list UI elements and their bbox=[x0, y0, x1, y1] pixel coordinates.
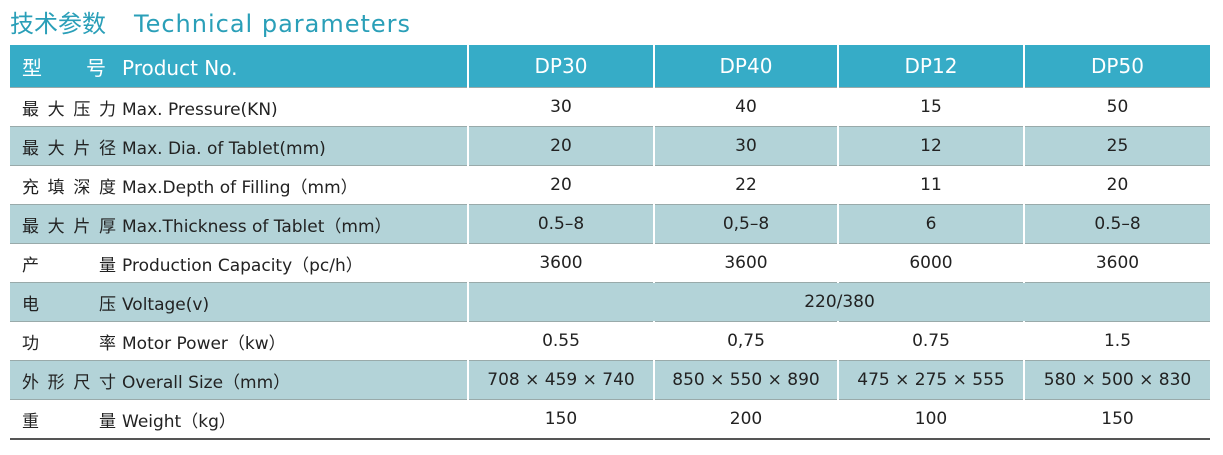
label-en: Production Capacity（pc/h） bbox=[122, 255, 363, 276]
label-en: Max.Thickness of Tablet（mm） bbox=[122, 216, 392, 237]
table-row: 电 压 Voltage(v) 220/380 bbox=[10, 282, 1210, 322]
title-en: Technical parameters bbox=[134, 10, 412, 38]
cell-value: 20 bbox=[1023, 165, 1210, 205]
cell-value: 0.5–8 bbox=[467, 204, 654, 244]
row-label: 最大片厚 Max.Thickness of Tablet（mm） bbox=[10, 204, 468, 244]
table-row: 功 率 Motor Power（kw） 0.55 0,75 0.75 1.5 bbox=[10, 321, 1210, 361]
cell-value: 20 bbox=[467, 165, 654, 205]
cell-value: 1.5 bbox=[1023, 321, 1210, 361]
model-name: DP12 bbox=[837, 45, 1024, 88]
label-en: Max.Depth of Filling（mm） bbox=[122, 177, 358, 198]
table-row: 最大片径 Max. Dia. of Tablet(mm) 20 30 12 25 bbox=[10, 126, 1210, 166]
cell-value: 3600 bbox=[653, 243, 838, 283]
model-name: DP30 bbox=[467, 45, 654, 88]
model-name: DP50 bbox=[1023, 45, 1210, 88]
label-en: Weight（kg） bbox=[122, 411, 236, 432]
label-en: Overall Size（mm） bbox=[122, 372, 291, 393]
label-cn: 充填深度 bbox=[22, 177, 116, 198]
cell-value: 0,75 bbox=[653, 321, 838, 361]
label-en: Voltage(v) bbox=[122, 294, 210, 315]
label-cn: 型 号 bbox=[22, 55, 106, 80]
label-cn: 电 压 bbox=[22, 294, 116, 315]
cell-value: 3600 bbox=[467, 243, 654, 283]
label-en: Max. Dia. of Tablet(mm) bbox=[122, 138, 326, 159]
table-row: 重 量 Weight（kg） 150 200 100 150 bbox=[10, 399, 1210, 440]
label-en: Motor Power（kw） bbox=[122, 333, 286, 354]
label-en: Product No. bbox=[122, 55, 238, 80]
table-row: 最大片厚 Max.Thickness of Tablet（mm） 0.5–8 0,5–… bbox=[10, 204, 1210, 244]
cell-value: 220/380 bbox=[467, 282, 1210, 322]
cell-value: 22 bbox=[653, 165, 838, 205]
cell-value: 25 bbox=[1023, 126, 1210, 166]
cell-value: 850 × 550 × 890 bbox=[653, 360, 838, 400]
cell-value: 200 bbox=[653, 399, 838, 440]
cell-value: 150 bbox=[467, 399, 654, 440]
cell-value: 475 × 275 × 555 bbox=[837, 360, 1024, 400]
label-cn: 外形尺寸 bbox=[22, 372, 116, 393]
row-label: 产 量 Production Capacity（pc/h） bbox=[10, 243, 468, 283]
table-row: 最大压力 Max. Pressure(KN) 30 40 15 50 bbox=[10, 87, 1210, 127]
label-en: Max. Pressure(KN) bbox=[122, 99, 278, 120]
cell-value: 6 bbox=[837, 204, 1024, 244]
table-row: 充填深度 Max.Depth of Filling（mm） 20 22 11 20 bbox=[10, 165, 1210, 205]
cell-value: 50 bbox=[1023, 87, 1210, 127]
row-label: 最大压力 Max. Pressure(KN) bbox=[10, 87, 468, 127]
row-label: 功 率 Motor Power（kw） bbox=[10, 321, 468, 361]
cell-value: 0.55 bbox=[467, 321, 654, 361]
cell-value: 0,5–8 bbox=[653, 204, 838, 244]
row-label: 重 量 Weight（kg） bbox=[10, 399, 468, 440]
row-label: 充填深度 Max.Depth of Filling（mm） bbox=[10, 165, 468, 205]
label-cn: 功 率 bbox=[22, 333, 116, 354]
row-label: 外形尺寸 Overall Size（mm） bbox=[10, 360, 468, 400]
cell-value: 11 bbox=[837, 165, 1024, 205]
header-row: 型 号 Product No. DP30 DP40 DP12 DP50 bbox=[10, 45, 1210, 88]
cell-value: 0.5–8 bbox=[1023, 204, 1210, 244]
model-name: DP40 bbox=[653, 45, 838, 88]
header-label: 型 号 Product No. bbox=[10, 45, 468, 88]
label-cn: 最大片厚 bbox=[22, 216, 116, 237]
cell-value: 30 bbox=[467, 87, 654, 127]
page-title: 技术参数 Technical parameters bbox=[10, 4, 411, 39]
cell-value: 708 × 459 × 740 bbox=[467, 360, 654, 400]
cell-value: 12 bbox=[837, 126, 1024, 166]
cell-value: 3600 bbox=[1023, 243, 1210, 283]
table-row: 外形尺寸 Overall Size（mm） 708 × 459 × 740 850 ×… bbox=[10, 360, 1210, 400]
cell-value: 6000 bbox=[837, 243, 1024, 283]
label-cn: 最大压力 bbox=[22, 99, 116, 120]
table-row: 产 量 Production Capacity（pc/h） 3600 3600 6000… bbox=[10, 243, 1210, 283]
title-cn: 技术参数 bbox=[10, 10, 106, 38]
cell-value: 0.75 bbox=[837, 321, 1024, 361]
cell-value: 580 × 500 × 830 bbox=[1023, 360, 1210, 400]
table-body: 最大压力 Max. Pressure(KN) 30 40 15 50 最大片径 Max. Di… bbox=[10, 87, 1210, 440]
row-label: 最大片径 Max. Dia. of Tablet(mm) bbox=[10, 126, 468, 166]
cell-value: 30 bbox=[653, 126, 838, 166]
cell-value: 100 bbox=[837, 399, 1024, 440]
cell-value: 15 bbox=[837, 87, 1024, 127]
row-label: 电 压 Voltage(v) bbox=[10, 282, 468, 322]
label-cn: 重 量 bbox=[22, 411, 116, 432]
cell-value: 40 bbox=[653, 87, 838, 127]
label-cn: 最大片径 bbox=[22, 138, 116, 159]
label-cn: 产 量 bbox=[22, 255, 116, 276]
cell-value: 20 bbox=[467, 126, 654, 166]
cell-value: 150 bbox=[1023, 399, 1210, 440]
spec-table: 型 号 Product No. DP30 DP40 DP12 DP50 最大压力 Max. … bbox=[10, 45, 1210, 440]
